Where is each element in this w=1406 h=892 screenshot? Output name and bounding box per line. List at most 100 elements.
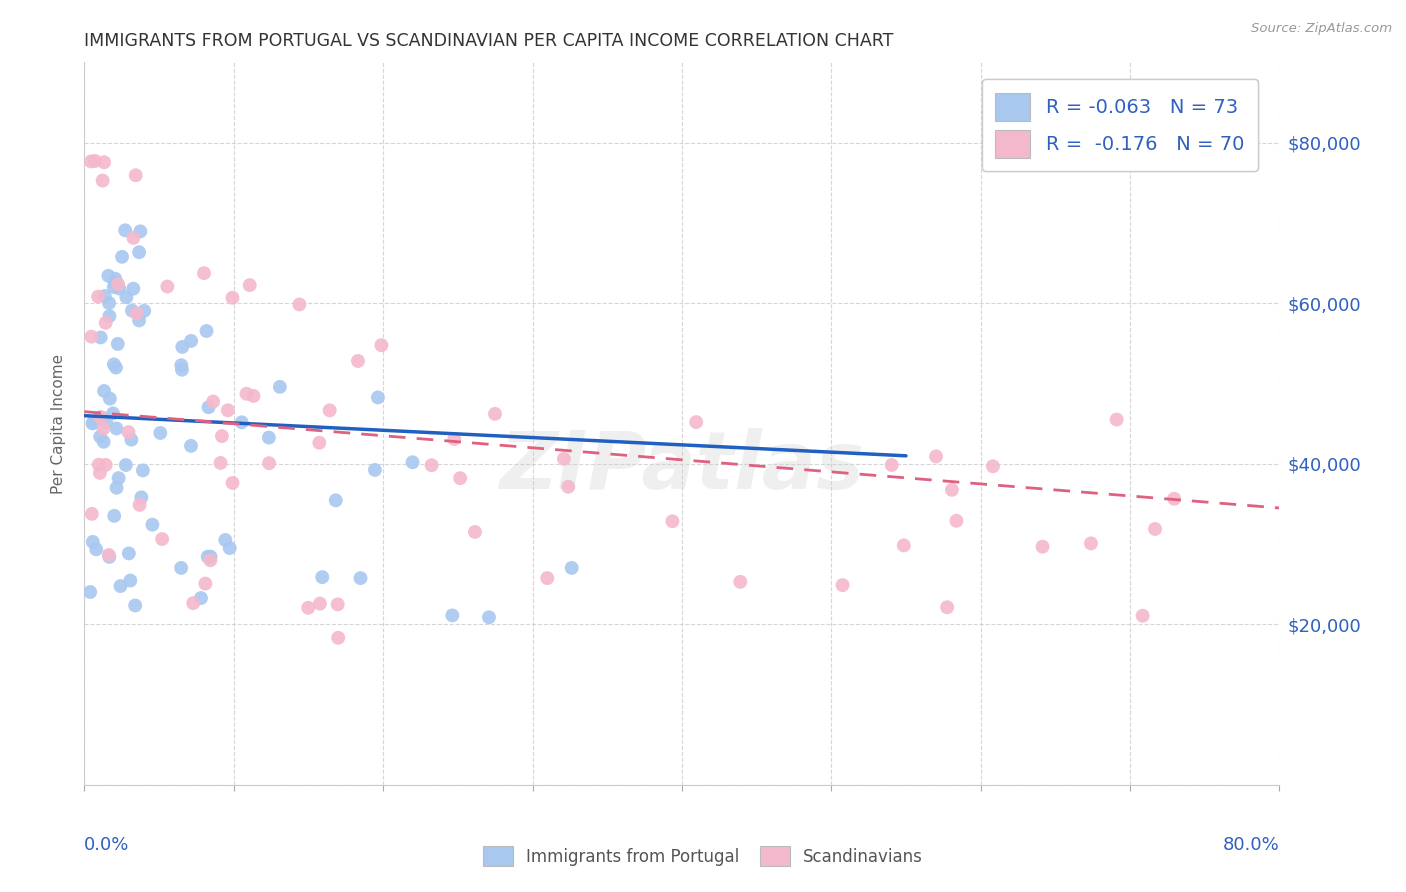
- Point: [309, 597, 332, 611]
- Point: [221, 291, 243, 305]
- Point: [118, 546, 141, 560]
- Point: [443, 432, 465, 446]
- Point: [128, 498, 150, 512]
- Point: [326, 598, 349, 612]
- Point: [93, 155, 115, 169]
- Point: [214, 533, 236, 547]
- Point: [370, 338, 392, 352]
- Point: [98, 392, 121, 406]
- Point: [131, 491, 153, 505]
- Point: [269, 380, 291, 394]
- Legend: Immigrants from Portugal, Scandinavians: Immigrants from Portugal, Scandinavians: [475, 838, 931, 875]
- Point: [117, 425, 139, 439]
- Point: [120, 433, 142, 447]
- Point: [449, 471, 471, 485]
- Point: [90, 410, 112, 425]
- Point: [1080, 536, 1102, 550]
- Text: 80.0%: 80.0%: [1223, 836, 1279, 854]
- Point: [104, 275, 127, 289]
- Point: [297, 600, 319, 615]
- Point: [98, 309, 121, 323]
- Point: [288, 297, 311, 311]
- Legend: R = -0.063   N = 73, R =  -0.176   N = 70: R = -0.063 N = 73, R = -0.176 N = 70: [981, 79, 1258, 171]
- Point: [93, 434, 115, 449]
- Point: [328, 631, 350, 645]
- Point: [200, 553, 222, 567]
- Point: [257, 431, 280, 445]
- Point: [170, 362, 193, 376]
- Point: [93, 421, 115, 435]
- Point: [730, 574, 752, 589]
- Point: [82, 417, 104, 431]
- Point: [242, 389, 264, 403]
- Point: [561, 561, 583, 575]
- Point: [170, 358, 193, 372]
- Point: [107, 471, 129, 485]
- Point: [97, 268, 120, 283]
- Point: [91, 173, 114, 187]
- Point: [156, 279, 179, 293]
- Point: [478, 610, 501, 624]
- Point: [94, 289, 117, 303]
- Point: [945, 514, 967, 528]
- Point: [111, 250, 134, 264]
- Point: [80, 329, 103, 343]
- Point: [104, 360, 127, 375]
- Point: [349, 571, 371, 585]
- Point: [122, 231, 145, 245]
- Point: [367, 391, 389, 405]
- Point: [125, 168, 148, 182]
- Point: [318, 403, 340, 417]
- Point: [209, 456, 232, 470]
- Point: [831, 578, 853, 592]
- Point: [84, 153, 107, 168]
- Point: [308, 435, 330, 450]
- Point: [441, 608, 464, 623]
- Point: [89, 466, 111, 480]
- Point: [217, 403, 239, 417]
- Point: [211, 429, 233, 443]
- Point: [420, 458, 443, 473]
- Point: [89, 430, 111, 444]
- Point: [685, 415, 707, 429]
- Point: [93, 384, 115, 398]
- Point: [1132, 608, 1154, 623]
- Point: [96, 416, 118, 430]
- Point: [557, 480, 579, 494]
- Point: [132, 463, 155, 477]
- Point: [105, 481, 128, 495]
- Point: [1163, 491, 1185, 506]
- Point: [128, 313, 150, 327]
- Point: [936, 600, 959, 615]
- Point: [925, 450, 948, 464]
- Point: [239, 278, 262, 293]
- Point: [124, 599, 146, 613]
- Point: [172, 340, 194, 354]
- Point: [231, 415, 253, 429]
- Point: [325, 493, 347, 508]
- Point: [195, 324, 218, 338]
- Point: [190, 591, 212, 605]
- Point: [108, 281, 131, 295]
- Point: [98, 296, 121, 310]
- Y-axis label: Per Capita Income: Per Capita Income: [51, 353, 66, 494]
- Point: [180, 334, 202, 348]
- Point: [94, 458, 117, 472]
- Point: [82, 535, 104, 549]
- Text: IMMIGRANTS FROM PORTUGAL VS SCANDINAVIAN PER CAPITA INCOME CORRELATION CHART: IMMIGRANTS FROM PORTUGAL VS SCANDINAVIAN…: [84, 32, 894, 50]
- Point: [235, 386, 257, 401]
- Point: [311, 570, 333, 584]
- Point: [193, 266, 215, 280]
- Point: [149, 425, 172, 440]
- Point: [128, 245, 150, 260]
- Text: Source: ZipAtlas.com: Source: ZipAtlas.com: [1251, 22, 1392, 36]
- Point: [120, 574, 142, 588]
- Point: [180, 439, 202, 453]
- Point: [1031, 540, 1053, 554]
- Point: [107, 277, 129, 292]
- Point: [90, 330, 112, 344]
- Point: [114, 223, 136, 237]
- Point: [101, 406, 124, 420]
- Point: [257, 456, 280, 470]
- Point: [134, 304, 156, 318]
